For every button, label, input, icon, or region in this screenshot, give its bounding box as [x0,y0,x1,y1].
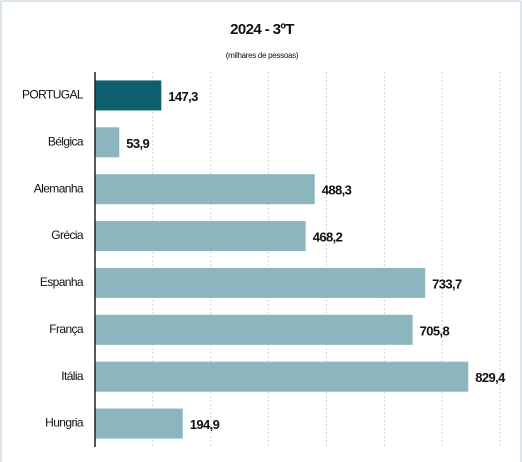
value-label: 147,3 [168,89,198,104]
chart-subtitle: (milhares de pessoas) [226,51,299,60]
value-label: 468,2 [313,230,343,245]
bar [95,361,469,392]
value-label: 53,9 [126,136,149,151]
bar [95,127,120,158]
bar [95,314,413,345]
bar [95,221,306,252]
bar [95,267,426,298]
category-label: França [49,322,84,336]
bar [95,80,162,111]
value-label: 705,8 [420,323,450,338]
value-label: 733,7 [432,276,462,291]
category-label: Espanha [40,275,84,289]
category-label: Grécia [51,228,84,242]
category-label: PORTUGAL [22,88,84,102]
value-label: 194,9 [190,417,220,432]
bar [95,408,183,439]
chart-title: 2024 - 3ºT [230,21,294,38]
bar [95,174,315,205]
value-label: 488,3 [322,183,352,198]
category-label: Alemanha [34,181,84,195]
category-label: Bélgica [48,134,84,148]
value-label: 829,4 [475,370,506,385]
category-label: Itália [61,369,84,383]
category-label: Hungria [45,416,84,430]
